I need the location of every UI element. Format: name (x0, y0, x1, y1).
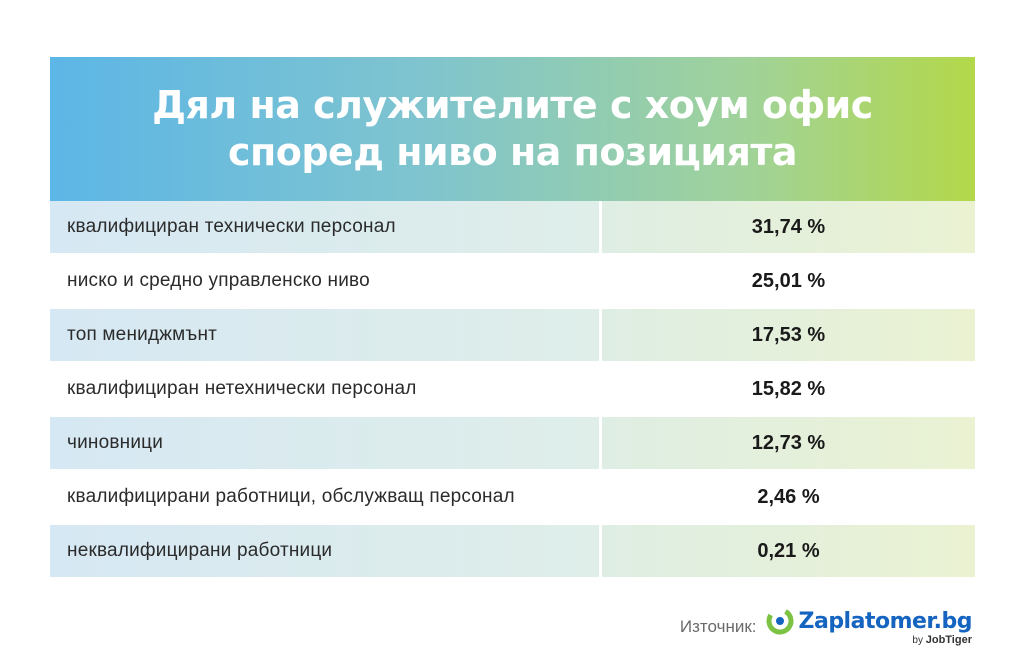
title-line-1: Дял на служителите с хоум офис (152, 83, 873, 127)
table-row: топ мениджмънт 17,53 % (50, 309, 975, 361)
table-row: ниско и средно управленско ниво 25,01 % (50, 255, 975, 307)
row-value: 31,74 % (602, 201, 975, 253)
brand-name: Zaplatomer.bg (798, 608, 973, 634)
zaplatomer-logo-icon (766, 607, 794, 635)
row-value: 2,46 % (757, 485, 820, 508)
brand-owner: JobTiger (925, 634, 972, 646)
brand-logo-block: Zaplatomer.bg by JobTiger (765, 606, 973, 646)
row-value: 15,82 % (751, 377, 826, 400)
row-label: квалифицирани работници, обслужващ персо… (67, 486, 515, 507)
table-row: квалифициран технически персонал 31,74 % (50, 201, 975, 253)
title-line-2: според ниво на позицията (227, 130, 798, 174)
row-value: 25,01 % (751, 269, 826, 292)
source-footer: Източник: Zaplatomer.bg by JobTiger (679, 606, 973, 650)
row-value: 0,21 % (602, 525, 975, 577)
table-row: квалифициран нетехнически персонал 15,82 … (50, 363, 975, 415)
row-label: неквалифицирани работници (50, 525, 599, 577)
table-row: неквалифицирани работници 0,21 % (50, 525, 975, 577)
source-label: Източник: (679, 617, 757, 636)
row-label: квалифициран технически персонал (50, 201, 599, 253)
row-label: ниско и средно управленско ниво (67, 270, 370, 291)
row-label: топ мениджмънт (50, 309, 599, 361)
row-value: 12,73 % (602, 417, 975, 469)
data-table: квалифициран технически персонал 31,74 % н… (50, 201, 975, 579)
table-row: квалифицирани работници, обслужващ персо… (50, 471, 975, 523)
row-value: 17,53 % (602, 309, 975, 361)
row-label: чиновници (50, 417, 599, 469)
brand-byline: by JobTiger (912, 634, 972, 646)
title-banner: Дял на служителите с хоум офис според ни… (50, 57, 975, 201)
table-row: чиновници 12,73 % (50, 417, 975, 469)
brand-by: by (912, 635, 923, 646)
row-label: квалифициран нетехнически персонал (67, 378, 417, 399)
